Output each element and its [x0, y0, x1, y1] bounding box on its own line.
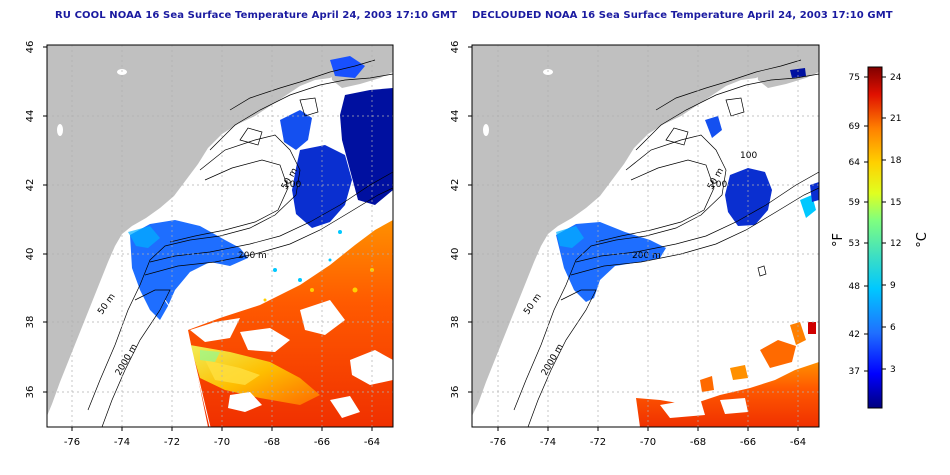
right-sst-georges — [725, 168, 772, 226]
colorbar: 75 69 64 59 53 48 42 37 24 21 18 15 12 9… — [831, 66, 930, 409]
left-sst-blue-shelf — [130, 220, 248, 320]
left-map: 50 m 100 200 m 50 m 2000 m -76 -74 -72 -… — [25, 41, 394, 448]
colorbar-c-tick-15: 15 — [890, 198, 901, 208]
colorbar-c-tick-3: 3 — [890, 365, 896, 375]
left-lon-tick-70: -70 — [214, 437, 230, 448]
left-contour-label-200m: 200 m — [238, 251, 267, 261]
left-bathymetry-contours — [87, 59, 393, 427]
left-lon-tick-64: -64 — [364, 437, 380, 448]
left-sst-gulf-maine — [280, 110, 312, 150]
left-lat-tick-38: 38 — [25, 316, 36, 329]
colorbar-c-tick-24: 24 — [890, 73, 902, 83]
right-contour-label-200m: 200 m — [632, 251, 661, 261]
right-lon-tick-70: -70 — [640, 437, 656, 448]
colorbar-f-tick-69: 69 — [849, 122, 861, 132]
left-lat-tick-46: 46 — [25, 41, 36, 54]
right-graticule — [472, 45, 819, 427]
colorbar-c-tick-21: 21 — [890, 114, 901, 124]
left-graticule — [47, 45, 393, 427]
right-lon-tick-76: -76 — [490, 437, 506, 448]
right-lat-tick-46: 46 — [450, 41, 461, 54]
colorbar-f-tick-48: 48 — [849, 282, 861, 292]
right-land-mass — [472, 45, 819, 416]
colorbar-gradient — [867, 66, 883, 409]
colorbar-c-tick-12: 12 — [890, 239, 901, 249]
colorbar-f-tick-53: 53 — [849, 239, 860, 249]
colorbar-f-tick-64: 64 — [849, 158, 861, 168]
colorbar-celsius-label: °C — [915, 232, 930, 248]
left-lon-tick-74: -74 — [114, 437, 130, 448]
right-lat-tick-42: 42 — [450, 179, 461, 192]
left-lat-tick-40: 40 — [25, 248, 36, 261]
right-map: 100 50 m 100 200 m 50 m 2000 m -76 -74 -… — [450, 41, 820, 448]
left-lon-tick-68: -68 — [264, 437, 280, 448]
colorbar-f-tick-75: 75 — [849, 73, 860, 83]
right-lat-tick-38: 38 — [450, 316, 461, 329]
colorbar-fahrenheit-label: °F — [831, 233, 846, 247]
right-lat-tick-40: 40 — [450, 248, 461, 261]
right-lon-tick-72: -72 — [590, 437, 606, 448]
right-lon-tick-64: -64 — [790, 437, 806, 448]
right-lon-tick-68: -68 — [690, 437, 706, 448]
right-sst-blue-shelf — [556, 222, 666, 302]
left-lat-tick-44: 44 — [25, 110, 36, 123]
left-land-mass — [47, 45, 393, 416]
colorbar-c-tick-9: 9 — [890, 281, 896, 291]
colorbar-c-tick-18: 18 — [890, 156, 902, 166]
right-lat-tick-44: 44 — [450, 110, 461, 123]
left-lat-tick-42: 42 — [25, 179, 36, 192]
colorbar-f-tick-37: 37 — [849, 367, 860, 377]
right-map-title: DECLOUDED NOAA 16 Sea Surface Temperatur… — [472, 10, 893, 21]
colorbar-f-tick-59: 59 — [849, 198, 861, 208]
left-lon-tick-72: -72 — [164, 437, 180, 448]
left-lon-tick-66: -66 — [314, 437, 330, 448]
left-lat-tick-36: 36 — [25, 386, 36, 399]
right-lon-tick-66: -66 — [740, 437, 756, 448]
left-map-title: RU COOL NOAA 16 Sea Surface Temperature … — [55, 10, 457, 21]
right-lat-tick-36: 36 — [450, 386, 461, 399]
right-contour-label-100-a: 100 — [740, 151, 757, 161]
colorbar-f-tick-42: 42 — [849, 330, 860, 340]
colorbar-c-tick-6: 6 — [890, 323, 896, 333]
left-lon-tick-76: -76 — [64, 437, 80, 448]
right-lon-tick-74: -74 — [540, 437, 556, 448]
